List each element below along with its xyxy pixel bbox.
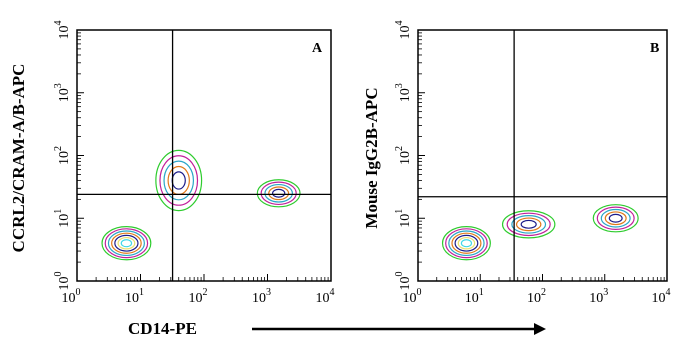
panel-b-label: B bbox=[650, 41, 659, 56]
contour-main-level-7 bbox=[120, 239, 133, 248]
panel-a: 100 101 102 103 104 100 101 102 103 104 A CCRL2/C… bbox=[9, 21, 335, 307]
panel-a-label: A bbox=[312, 41, 323, 56]
contour-cd14-high-level-1 bbox=[592, 204, 639, 233]
contour-cd14-high-level-1 bbox=[256, 179, 301, 208]
contour-tail-level-3 bbox=[511, 215, 547, 234]
contour-tail-level-1 bbox=[501, 210, 556, 239]
contour-tail-level-2 bbox=[159, 155, 199, 206]
x-tick-label: 103 bbox=[589, 287, 608, 306]
contour-main-level-1 bbox=[101, 226, 152, 261]
panel-b: 100 101 102 103 104 100 101 102 103 104 B Mouse I… bbox=[362, 21, 671, 307]
y-tick-label: 100 bbox=[53, 272, 72, 291]
contour-main-level-1 bbox=[441, 226, 491, 261]
contour-main-level-4 bbox=[451, 232, 482, 254]
contour-cd14-high-level-3 bbox=[264, 183, 293, 203]
x-tick-label: 104 bbox=[652, 287, 671, 306]
contour-main-level-3 bbox=[448, 230, 485, 257]
y-tick-label: 103 bbox=[53, 83, 72, 102]
contour-tail-level-4 bbox=[167, 165, 190, 196]
panel-a-contours bbox=[101, 149, 301, 261]
contour-main-level-3 bbox=[107, 230, 145, 257]
contour-tail-level-5 bbox=[520, 219, 537, 229]
contour-tail-level-1 bbox=[155, 149, 203, 212]
panel-b-ticks: 100 101 102 103 104 100 101 102 103 104 bbox=[394, 21, 671, 307]
y-tick-label: 101 bbox=[394, 209, 413, 228]
contour-cd14-high-level-3 bbox=[600, 208, 631, 228]
x-tick-label: 101 bbox=[465, 287, 484, 306]
x-tick-label: 104 bbox=[316, 287, 335, 306]
contour-main-level-2 bbox=[104, 228, 149, 259]
panel-b-y-axis-label: Mouse IgG2B-APC bbox=[362, 87, 381, 228]
y-tick-label: 102 bbox=[394, 146, 413, 165]
contour-cd14-high-level-4 bbox=[268, 186, 290, 201]
contour-main-level-2 bbox=[445, 228, 488, 259]
y-tick-label: 101 bbox=[53, 209, 72, 228]
x-axis-label: CD14-PE bbox=[128, 319, 197, 338]
panel-a-y-axis-label: CCRL2/CRAM-A/B-APC bbox=[9, 64, 28, 253]
x-tick-label: 100 bbox=[62, 287, 81, 306]
contour-main-level-7 bbox=[460, 239, 473, 248]
contour-tail-level-3 bbox=[163, 160, 195, 201]
contour-tail-level-5 bbox=[171, 171, 186, 190]
x-tick-label: 103 bbox=[252, 287, 271, 306]
contour-tail-level-2 bbox=[506, 212, 551, 237]
contour-cd14-high-level-2 bbox=[596, 206, 635, 230]
y-tick-label: 104 bbox=[394, 21, 413, 40]
y-tick-label: 100 bbox=[394, 272, 413, 291]
y-tick-label: 104 bbox=[53, 21, 72, 40]
contour-cd14-high-level-5 bbox=[271, 188, 286, 198]
x-tick-label: 101 bbox=[125, 287, 144, 306]
y-tick-label: 102 bbox=[53, 146, 72, 165]
contour-cd14-high-level-5 bbox=[608, 213, 623, 223]
panel-a-ticks: 100 101 102 103 104 100 101 102 103 104 bbox=[53, 21, 335, 307]
right-arrow-icon bbox=[252, 323, 546, 335]
contour-main-level-6 bbox=[117, 236, 136, 250]
contour-cd14-high-level-4 bbox=[604, 211, 627, 226]
contour-tail-level-4 bbox=[515, 217, 542, 232]
x-tick-label: 102 bbox=[527, 287, 546, 306]
x-tick-label: 100 bbox=[403, 287, 422, 306]
contour-main-level-6 bbox=[457, 236, 476, 250]
contour-main-level-5 bbox=[114, 234, 139, 252]
contour-cd14-high-level-2 bbox=[260, 181, 297, 206]
y-tick-label: 103 bbox=[394, 83, 413, 102]
x-tick-label: 102 bbox=[189, 287, 208, 306]
contour-main-level-5 bbox=[454, 234, 479, 252]
panel-b-contours bbox=[441, 204, 639, 261]
contour-main-level-4 bbox=[111, 232, 142, 254]
